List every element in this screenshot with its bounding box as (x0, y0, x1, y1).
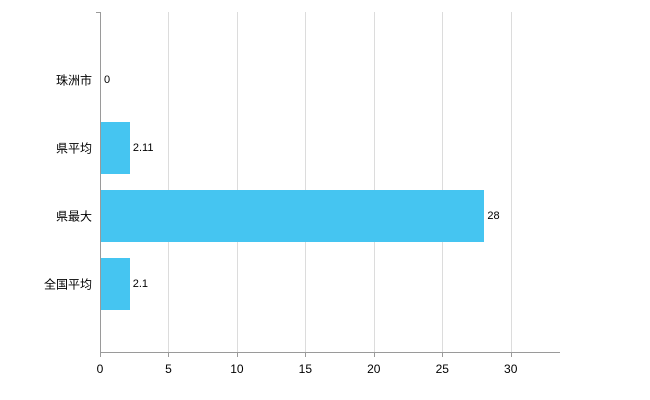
x-gridline (305, 12, 307, 352)
value-label: 28 (487, 210, 500, 222)
category-label: 県平均 (55, 141, 92, 156)
x-tick-mark (236, 352, 238, 357)
x-gridline (510, 12, 512, 352)
value-label: 0 (104, 74, 111, 86)
x-tick-mark (100, 352, 101, 357)
x-tick-mark (510, 352, 512, 357)
y-axis-line (100, 12, 101, 353)
x-tick-mark (168, 352, 170, 357)
x-tick-label: 15 (298, 362, 313, 376)
bar-2 (101, 190, 485, 242)
x-tick-label: 5 (165, 362, 172, 376)
x-tick-mark (305, 352, 307, 357)
x-gridline (373, 12, 375, 352)
x-tick-label: 10 (230, 362, 244, 376)
bar-1 (101, 122, 130, 174)
x-tick-label: 20 (367, 362, 381, 376)
x-tick-label: 25 (435, 362, 449, 376)
x-tick-label: 0 (96, 362, 104, 376)
x-axis-line (100, 352, 560, 353)
x-tick-mark (373, 352, 375, 357)
x-gridline (168, 12, 170, 352)
value-label: 2.11 (132, 142, 154, 154)
category-label: 全国平均 (43, 277, 92, 292)
x-gridline (442, 12, 444, 352)
category-label: 珠洲市 (55, 73, 92, 88)
x-tick-label: 30 (504, 362, 518, 376)
x-tick-mark (442, 352, 444, 357)
value-label: 2.1 (132, 278, 149, 290)
x-gridline (236, 12, 238, 352)
bar-3 (101, 258, 130, 310)
y-axis-top-tick (96, 12, 100, 13)
category-label: 県最大 (55, 209, 92, 224)
